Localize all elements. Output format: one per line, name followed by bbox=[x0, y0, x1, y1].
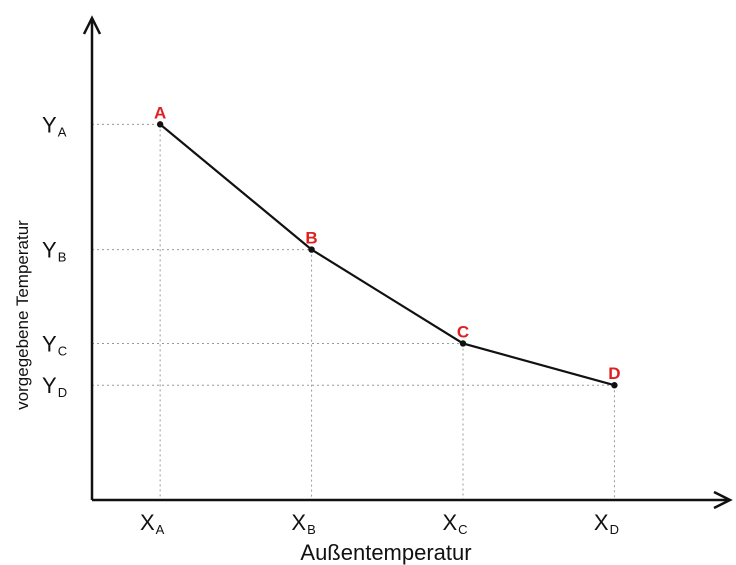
x-axis-arrow bbox=[713, 490, 733, 510]
series-line bbox=[159, 123, 615, 387]
x-tick-label-B: XB bbox=[291, 510, 315, 537]
y-axis-arrow bbox=[82, 15, 102, 35]
x-tick-label-C: XC bbox=[442, 510, 467, 537]
y-axis-title: vorgegebene Temperatur bbox=[13, 220, 32, 410]
y-tick-label-A: YA bbox=[42, 112, 67, 139]
data-point-B bbox=[308, 246, 315, 253]
y-tick-label-D: YD bbox=[42, 373, 67, 400]
data-point-A bbox=[156, 121, 164, 128]
axes bbox=[82, 15, 733, 510]
x-tick-label-D: XD bbox=[594, 510, 619, 537]
data-point-D bbox=[611, 382, 618, 389]
data-point-C bbox=[459, 340, 467, 347]
point-label-D: D bbox=[608, 364, 620, 383]
x-tick-label-A: XA bbox=[140, 510, 165, 537]
y-tick-label-B: YB bbox=[42, 238, 66, 265]
guide-lines bbox=[92, 123, 615, 500]
point-label-C: C bbox=[457, 322, 469, 341]
point-label-A: A bbox=[154, 103, 166, 122]
point-label-B: B bbox=[305, 229, 317, 248]
x-axis-title: Außentemperatur bbox=[300, 540, 471, 565]
y-tick-label-C: YC bbox=[42, 331, 67, 358]
